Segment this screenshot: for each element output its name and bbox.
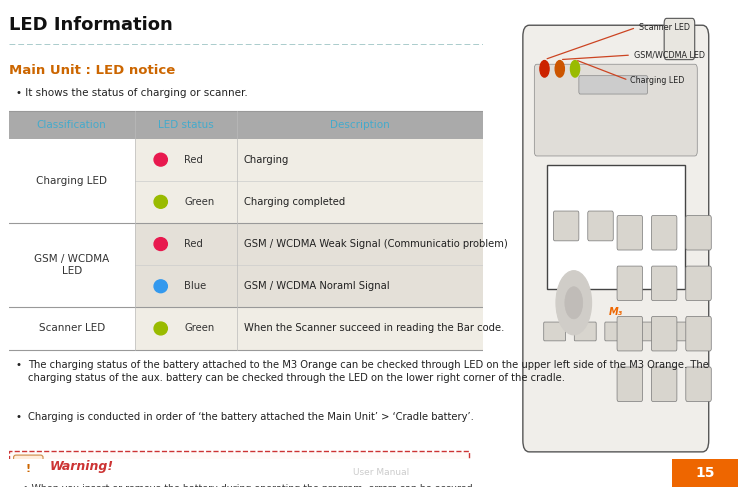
Text: Charging: Charging [244,155,289,165]
Text: User Manual: User Manual [354,468,410,477]
Circle shape [540,60,549,77]
FancyBboxPatch shape [652,367,677,401]
FancyBboxPatch shape [666,322,688,341]
FancyBboxPatch shape [534,64,697,156]
Text: Warning!: Warning! [49,460,114,473]
Circle shape [565,287,583,319]
Circle shape [154,195,168,208]
FancyBboxPatch shape [544,322,565,341]
FancyBboxPatch shape [686,216,711,250]
Text: GSM / WCDMA Noraml Signal: GSM / WCDMA Noraml Signal [244,281,390,291]
Circle shape [154,153,168,166]
Text: • When you insert or remove the battery during operating the program, errors can: • When you insert or remove the battery … [23,485,476,487]
Text: •: • [16,412,22,422]
Text: Main Unit : LED notice: Main Unit : LED notice [9,64,175,77]
Text: The charging status of the battery attached to the M3 Orange can be checked thro: The charging status of the battery attac… [28,360,708,383]
Bar [9,223,134,307]
FancyBboxPatch shape [652,266,677,300]
FancyBboxPatch shape [686,367,711,401]
Text: Classification: Classification [37,120,106,130]
Text: Charging LED: Charging LED [630,76,684,85]
FancyBboxPatch shape [664,19,694,59]
Text: M3 Orange: M3 Orange [417,468,481,478]
FancyBboxPatch shape [605,322,627,341]
Text: LED status: LED status [158,120,213,130]
FancyBboxPatch shape [547,165,685,289]
FancyBboxPatch shape [13,455,43,484]
Bar [9,111,483,138]
Text: Red: Red [184,239,203,249]
Circle shape [556,271,592,335]
FancyBboxPatch shape [617,216,643,250]
Text: GSM / WCDMA
LED: GSM / WCDMA LED [34,254,109,276]
FancyBboxPatch shape [9,451,469,487]
FancyBboxPatch shape [554,211,579,241]
Circle shape [154,238,168,250]
FancyBboxPatch shape [635,322,658,341]
Bar [9,307,134,350]
FancyBboxPatch shape [617,266,643,300]
Text: Green: Green [184,323,215,334]
FancyBboxPatch shape [686,317,711,351]
Circle shape [154,322,168,335]
Circle shape [570,60,579,77]
FancyBboxPatch shape [523,25,708,452]
Text: Charging completed: Charging completed [244,197,345,207]
Text: LED Information: LED Information [9,16,173,34]
Bar [9,307,483,350]
FancyBboxPatch shape [686,266,711,300]
Text: M₃: M₃ [609,307,623,318]
Bar [9,223,483,307]
Text: Red: Red [184,155,203,165]
Bar [9,138,483,223]
FancyBboxPatch shape [587,211,613,241]
Bar [9,138,134,223]
Text: Green: Green [184,197,215,207]
Text: •: • [16,360,22,370]
Text: Charging LED: Charging LED [36,176,107,186]
Text: Description: Description [330,120,390,130]
FancyBboxPatch shape [579,75,648,94]
Text: Scanner LED: Scanner LED [38,323,105,334]
Bar [672,459,738,487]
FancyBboxPatch shape [617,317,643,351]
Text: Blue: Blue [184,281,207,291]
Text: GSM / WCDMA Weak Signal (Communicatio problem): GSM / WCDMA Weak Signal (Communicatio pr… [244,239,508,249]
Text: Scanner LED: Scanner LED [638,23,690,32]
FancyBboxPatch shape [617,367,643,401]
Text: 15: 15 [695,466,714,480]
Circle shape [555,60,565,77]
Text: Charging is conducted in order of ‘the battery attached the Main Unit’ > ‘Cradle: Charging is conducted in order of ‘the b… [28,412,474,422]
Text: • It shows the status of charging or scanner.: • It shows the status of charging or sca… [16,88,248,98]
FancyBboxPatch shape [574,322,596,341]
FancyBboxPatch shape [652,216,677,250]
Text: !: ! [26,464,31,474]
Circle shape [154,280,168,293]
Text: When the Scanner succeed in reading the Bar code.: When the Scanner succeed in reading the … [244,323,504,334]
Text: GSM/WCDMA LED: GSM/WCDMA LED [634,51,705,59]
FancyBboxPatch shape [652,317,677,351]
